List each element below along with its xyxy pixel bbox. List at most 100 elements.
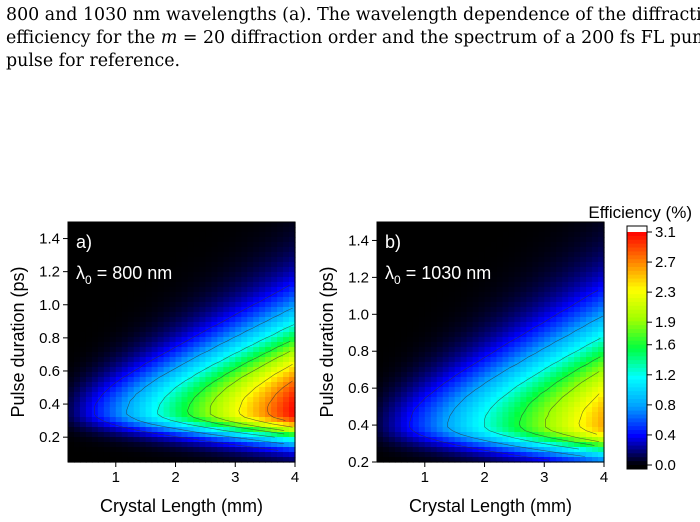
heatmap-cell — [442, 392, 450, 398]
heatmap-cell — [377, 412, 384, 418]
heatmap-cell — [418, 397, 426, 403]
heatmap-cell — [508, 287, 515, 293]
heatmap-cell — [145, 252, 153, 258]
heatmap-cell — [382, 422, 390, 428]
heatmap-cell — [472, 432, 480, 438]
heatmap-cell — [253, 327, 260, 333]
heatmap-cell — [187, 382, 195, 388]
heatmap-cell — [289, 382, 296, 388]
heatmap-cell — [103, 227, 111, 233]
heatmap-cell — [526, 412, 533, 418]
heatmap-cell — [68, 327, 75, 333]
heatmap-cell — [277, 352, 284, 358]
heatmap-cell — [472, 262, 480, 268]
contour-line — [518, 356, 601, 446]
heatmap-cell — [193, 332, 201, 338]
heatmap-cell — [289, 447, 296, 453]
heatmap-cell — [478, 407, 486, 413]
heatmap-cell — [259, 227, 266, 233]
heatmap-cell — [73, 272, 81, 278]
heatmap-cell — [205, 257, 212, 263]
heatmap-cell — [103, 282, 111, 288]
heatmap-cell — [241, 432, 248, 438]
heatmap-cell — [580, 412, 587, 418]
heatmap-cell — [568, 447, 575, 453]
heatmap-cell — [151, 232, 159, 238]
heatmap-cell — [514, 347, 521, 353]
heatmap-cell — [91, 387, 99, 393]
heatmap-cell — [283, 277, 290, 283]
heatmap-cell — [127, 452, 135, 458]
heatmap-cell — [235, 427, 242, 433]
heatmap-cell — [556, 457, 563, 463]
heatmap-cell — [97, 242, 105, 248]
contour-line — [545, 371, 600, 442]
heatmap-cell — [265, 242, 272, 248]
heatmap-cell — [145, 312, 153, 318]
heatmap-cell — [580, 362, 587, 368]
heatmap-cell — [68, 237, 75, 243]
heatmap-cell — [169, 307, 177, 313]
heatmap-cell — [568, 327, 575, 333]
heatmap-cell — [436, 377, 444, 383]
heatmap-cell — [586, 387, 593, 393]
heatmap-cell — [598, 372, 605, 378]
heatmap-cell — [139, 337, 147, 343]
heatmap-cell — [151, 267, 159, 273]
heatmap-cell — [478, 307, 486, 313]
heatmap-cell — [79, 327, 87, 333]
heatmap-cell — [277, 247, 284, 253]
heatmap-cell — [199, 282, 206, 288]
heatmap-cell — [289, 247, 296, 253]
heatmap-cell — [460, 417, 468, 423]
heatmap-cell — [217, 312, 224, 318]
heatmap-cell — [115, 287, 123, 293]
heatmap-cell — [418, 437, 426, 443]
heatmap-cell — [388, 312, 396, 318]
heatmap-cell — [163, 312, 171, 318]
heatmap-cell — [436, 367, 444, 373]
heatmap-cell — [580, 292, 587, 298]
heatmap-cell — [163, 427, 171, 433]
heatmap-cell — [412, 392, 420, 398]
heatmap-cell — [382, 352, 390, 358]
heatmap-cell — [478, 452, 486, 458]
heatmap-cell — [562, 272, 569, 278]
heatmap-cell — [430, 387, 438, 393]
heatmap-cell — [169, 357, 177, 363]
heatmap-cell — [484, 302, 492, 308]
heatmap-cell — [448, 402, 456, 408]
heatmap-cell — [241, 447, 248, 453]
heatmap-cell — [544, 362, 551, 368]
heatmap-cell — [538, 422, 545, 428]
heatmap-cell — [277, 432, 284, 438]
heatmap-cell — [169, 422, 177, 428]
heatmap-cell — [586, 407, 593, 413]
heatmap-cell — [79, 412, 87, 418]
heatmap-cell — [241, 297, 248, 303]
heatmap-cell — [442, 407, 450, 413]
heatmap-cell — [187, 287, 195, 293]
heatmap-cell — [73, 337, 81, 343]
heatmap-cell — [466, 382, 474, 388]
heatmap-cell — [490, 322, 498, 328]
heatmap-cell — [406, 397, 414, 403]
heatmap-cell — [526, 237, 533, 243]
heatmap-cell — [454, 237, 462, 243]
heatmap-cell — [460, 262, 468, 268]
heatmap-cell — [217, 282, 224, 288]
heatmap-cell — [508, 272, 515, 278]
heatmap-cell — [586, 397, 593, 403]
heatmap-cell — [235, 352, 242, 358]
heatmap-cell — [229, 397, 236, 403]
heatmap-cell — [580, 397, 587, 403]
heatmap-cell — [271, 252, 278, 258]
heatmap-cell — [496, 307, 504, 313]
heatmap-cell — [550, 247, 557, 253]
heatmap-cell — [175, 442, 183, 448]
heatmap-cell — [484, 372, 492, 378]
heatmap-cell — [574, 412, 581, 418]
heatmap-cell — [472, 367, 480, 373]
heatmap-cell — [91, 347, 99, 353]
heatmap-cell — [283, 397, 290, 403]
